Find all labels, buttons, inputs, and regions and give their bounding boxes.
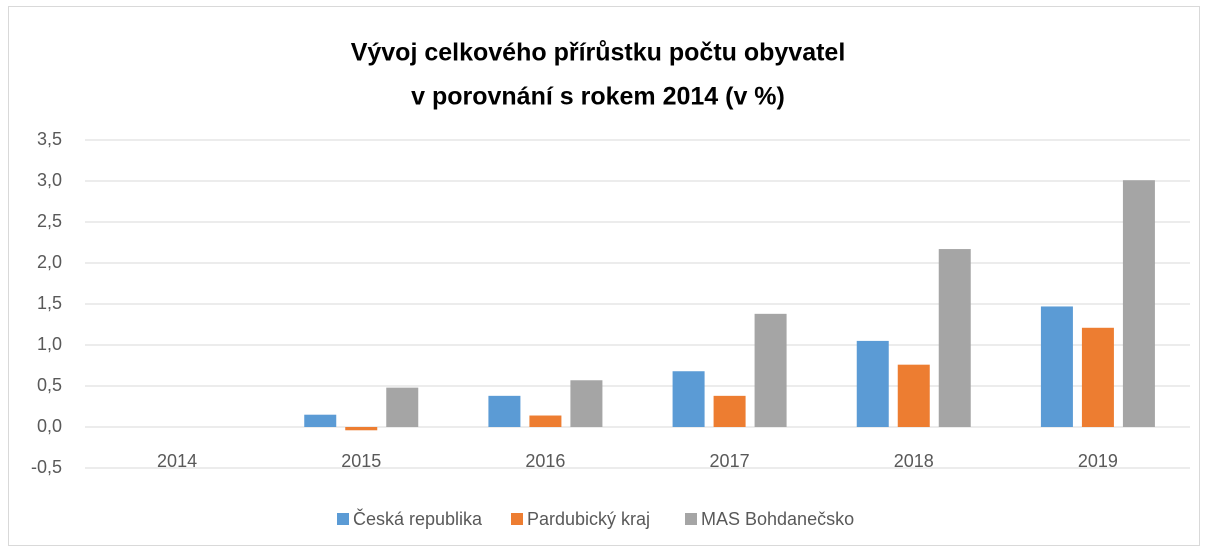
chart-title: Vývoj celkového přírůstku počtu obyvatel bbox=[351, 39, 846, 67]
legend-label: MAS Bohdanečsko bbox=[701, 509, 854, 529]
bar bbox=[856, 340, 889, 427]
x-tick-label: 2014 bbox=[157, 451, 197, 471]
bar bbox=[897, 364, 930, 427]
y-tick-label: 2,0 bbox=[37, 252, 62, 272]
x-tick-label: 2017 bbox=[710, 451, 750, 471]
x-tick-label: 2016 bbox=[525, 451, 565, 471]
bar bbox=[386, 387, 419, 427]
chart-title: v porovnání s rokem 2014 (v %) bbox=[411, 83, 785, 111]
x-tick-label: 2019 bbox=[1078, 451, 1118, 471]
bar bbox=[345, 427, 378, 431]
y-tick-label: 3,0 bbox=[37, 170, 62, 190]
y-tick-label: 0,0 bbox=[37, 416, 62, 436]
legend-swatch bbox=[685, 513, 697, 525]
x-tick-label: 2015 bbox=[341, 451, 381, 471]
y-tick-label: 2,5 bbox=[37, 211, 62, 231]
y-tick-label: 1,0 bbox=[37, 334, 62, 354]
y-tick-label: -0,5 bbox=[31, 457, 62, 477]
x-tick-label: 2018 bbox=[894, 451, 934, 471]
y-tick-label: 3,5 bbox=[37, 129, 62, 149]
chart-border bbox=[8, 6, 1200, 546]
legend-label: Česká republika bbox=[353, 508, 483, 529]
y-tick-label: 1,5 bbox=[37, 293, 62, 313]
bar bbox=[754, 313, 787, 427]
bar bbox=[713, 395, 746, 427]
bar bbox=[672, 371, 705, 427]
bar bbox=[1081, 327, 1114, 427]
legend-swatch bbox=[511, 513, 523, 525]
bar bbox=[1122, 180, 1155, 427]
legend-label: Pardubický kraj bbox=[527, 509, 650, 529]
bar bbox=[304, 414, 337, 427]
bar bbox=[488, 395, 521, 427]
bar bbox=[570, 380, 603, 427]
y-tick-label: 0,5 bbox=[37, 375, 62, 395]
legend-swatch bbox=[337, 513, 349, 525]
bar bbox=[1040, 306, 1073, 427]
bar bbox=[529, 415, 562, 427]
bar bbox=[938, 249, 971, 427]
